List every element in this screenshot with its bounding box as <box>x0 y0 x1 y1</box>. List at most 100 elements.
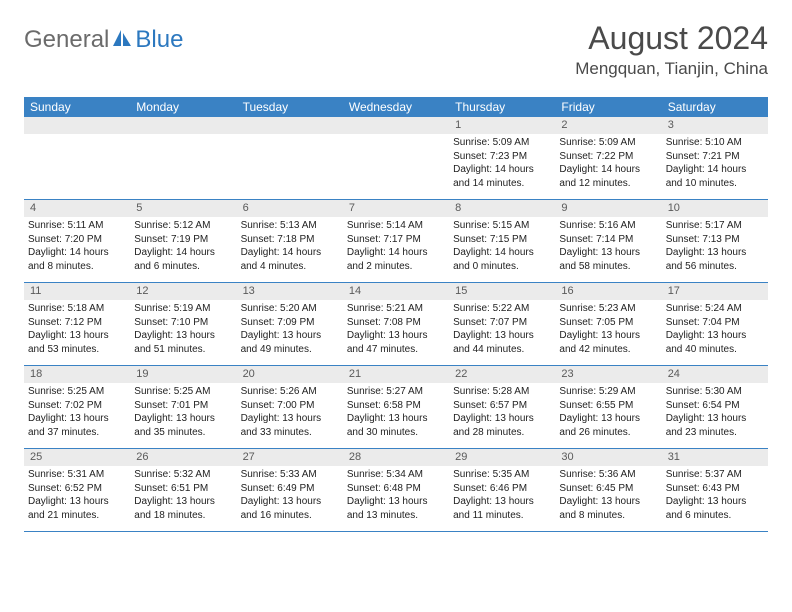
day-body: Sunrise: 5:19 AMSunset: 7:10 PMDaylight:… <box>130 300 236 360</box>
daylight-line: Daylight: 13 hours and 47 minutes. <box>347 329 445 356</box>
daylight-line: Daylight: 13 hours and 33 minutes. <box>241 412 339 439</box>
sunset-line: Sunset: 7:09 PM <box>241 316 339 330</box>
calendar: SundayMondayTuesdayWednesdayThursdayFrid… <box>24 97 768 532</box>
daylight-line: Daylight: 13 hours and 37 minutes. <box>28 412 126 439</box>
day-number: 17 <box>662 283 768 300</box>
day-body: Sunrise: 5:12 AMSunset: 7:19 PMDaylight:… <box>130 217 236 277</box>
daylight-line: Daylight: 14 hours and 8 minutes. <box>28 246 126 273</box>
daylight-line: Daylight: 13 hours and 35 minutes. <box>134 412 232 439</box>
day-cell: 22Sunrise: 5:28 AMSunset: 6:57 PMDayligh… <box>449 366 555 448</box>
day-number: 11 <box>24 283 130 300</box>
day-cell: 19Sunrise: 5:25 AMSunset: 7:01 PMDayligh… <box>130 366 236 448</box>
title-block: August 2024 Mengquan, Tianjin, China <box>575 20 768 79</box>
day-body: Sunrise: 5:15 AMSunset: 7:15 PMDaylight:… <box>449 217 555 277</box>
week-row: 4Sunrise: 5:11 AMSunset: 7:20 PMDaylight… <box>24 200 768 283</box>
day-number: 4 <box>24 200 130 217</box>
day-number: 13 <box>237 283 343 300</box>
day-number: 23 <box>555 366 661 383</box>
daylight-line: Daylight: 13 hours and 28 minutes. <box>453 412 551 439</box>
day-cell: 6Sunrise: 5:13 AMSunset: 7:18 PMDaylight… <box>237 200 343 282</box>
day-number: 31 <box>662 449 768 466</box>
day-body: Sunrise: 5:29 AMSunset: 6:55 PMDaylight:… <box>555 383 661 443</box>
sunset-line: Sunset: 7:12 PM <box>28 316 126 330</box>
sunset-line: Sunset: 7:13 PM <box>666 233 764 247</box>
week-row: 18Sunrise: 5:25 AMSunset: 7:02 PMDayligh… <box>24 366 768 449</box>
day-cell: 30Sunrise: 5:36 AMSunset: 6:45 PMDayligh… <box>555 449 661 531</box>
sunset-line: Sunset: 7:01 PM <box>134 399 232 413</box>
daylight-line: Daylight: 13 hours and 30 minutes. <box>347 412 445 439</box>
day-cell: 4Sunrise: 5:11 AMSunset: 7:20 PMDaylight… <box>24 200 130 282</box>
day-number: 30 <box>555 449 661 466</box>
daylight-line: Daylight: 13 hours and 13 minutes. <box>347 495 445 522</box>
sunrise-line: Sunrise: 5:25 AM <box>28 385 126 399</box>
sunset-line: Sunset: 7:21 PM <box>666 150 764 164</box>
daylight-line: Daylight: 13 hours and 51 minutes. <box>134 329 232 356</box>
day-cell: 15Sunrise: 5:22 AMSunset: 7:07 PMDayligh… <box>449 283 555 365</box>
sunrise-line: Sunrise: 5:26 AM <box>241 385 339 399</box>
day-cell <box>130 117 236 199</box>
day-cell: 10Sunrise: 5:17 AMSunset: 7:13 PMDayligh… <box>662 200 768 282</box>
day-number: 18 <box>24 366 130 383</box>
day-cell: 28Sunrise: 5:34 AMSunset: 6:48 PMDayligh… <box>343 449 449 531</box>
sunrise-line: Sunrise: 5:16 AM <box>559 219 657 233</box>
daylight-line: Daylight: 14 hours and 10 minutes. <box>666 163 764 190</box>
day-number <box>130 117 236 134</box>
sail-icon <box>111 28 133 53</box>
sunset-line: Sunset: 6:52 PM <box>28 482 126 496</box>
day-body: Sunrise: 5:09 AMSunset: 7:23 PMDaylight:… <box>449 134 555 194</box>
sunrise-line: Sunrise: 5:33 AM <box>241 468 339 482</box>
sunset-line: Sunset: 7:00 PM <box>241 399 339 413</box>
daylight-line: Daylight: 14 hours and 12 minutes. <box>559 163 657 190</box>
sunset-line: Sunset: 7:05 PM <box>559 316 657 330</box>
day-number: 8 <box>449 200 555 217</box>
day-cell: 11Sunrise: 5:18 AMSunset: 7:12 PMDayligh… <box>24 283 130 365</box>
day-cell: 1Sunrise: 5:09 AMSunset: 7:23 PMDaylight… <box>449 117 555 199</box>
day-body: Sunrise: 5:23 AMSunset: 7:05 PMDaylight:… <box>555 300 661 360</box>
day-cell: 23Sunrise: 5:29 AMSunset: 6:55 PMDayligh… <box>555 366 661 448</box>
sunrise-line: Sunrise: 5:09 AM <box>559 136 657 150</box>
sunset-line: Sunset: 6:45 PM <box>559 482 657 496</box>
day-body: Sunrise: 5:22 AMSunset: 7:07 PMDaylight:… <box>449 300 555 360</box>
sunrise-line: Sunrise: 5:10 AM <box>666 136 764 150</box>
daylight-line: Daylight: 13 hours and 11 minutes. <box>453 495 551 522</box>
day-number: 16 <box>555 283 661 300</box>
sunrise-line: Sunrise: 5:12 AM <box>134 219 232 233</box>
daylight-line: Daylight: 13 hours and 58 minutes. <box>559 246 657 273</box>
sunset-line: Sunset: 6:51 PM <box>134 482 232 496</box>
sunrise-line: Sunrise: 5:09 AM <box>453 136 551 150</box>
day-cell: 16Sunrise: 5:23 AMSunset: 7:05 PMDayligh… <box>555 283 661 365</box>
day-cell: 13Sunrise: 5:20 AMSunset: 7:09 PMDayligh… <box>237 283 343 365</box>
day-number: 24 <box>662 366 768 383</box>
day-number: 10 <box>662 200 768 217</box>
daylight-line: Daylight: 13 hours and 42 minutes. <box>559 329 657 356</box>
day-header: Friday <box>555 97 661 117</box>
day-cell: 12Sunrise: 5:19 AMSunset: 7:10 PMDayligh… <box>130 283 236 365</box>
week-row: 1Sunrise: 5:09 AMSunset: 7:23 PMDaylight… <box>24 117 768 200</box>
day-body: Sunrise: 5:37 AMSunset: 6:43 PMDaylight:… <box>662 466 768 526</box>
sunset-line: Sunset: 7:14 PM <box>559 233 657 247</box>
day-cell: 2Sunrise: 5:09 AMSunset: 7:22 PMDaylight… <box>555 117 661 199</box>
day-number: 14 <box>343 283 449 300</box>
day-body: Sunrise: 5:10 AMSunset: 7:21 PMDaylight:… <box>662 134 768 194</box>
sunset-line: Sunset: 6:55 PM <box>559 399 657 413</box>
sunset-line: Sunset: 7:19 PM <box>134 233 232 247</box>
month-title: August 2024 <box>575 20 768 57</box>
day-body: Sunrise: 5:25 AMSunset: 7:01 PMDaylight:… <box>130 383 236 443</box>
day-number <box>24 117 130 134</box>
sunrise-line: Sunrise: 5:11 AM <box>28 219 126 233</box>
logo: General Blue <box>24 26 183 54</box>
day-number: 6 <box>237 200 343 217</box>
day-cell: 8Sunrise: 5:15 AMSunset: 7:15 PMDaylight… <box>449 200 555 282</box>
day-cell: 21Sunrise: 5:27 AMSunset: 6:58 PMDayligh… <box>343 366 449 448</box>
daylight-line: Daylight: 14 hours and 0 minutes. <box>453 246 551 273</box>
day-number: 28 <box>343 449 449 466</box>
day-body: Sunrise: 5:20 AMSunset: 7:09 PMDaylight:… <box>237 300 343 360</box>
sunrise-line: Sunrise: 5:23 AM <box>559 302 657 316</box>
sunrise-line: Sunrise: 5:18 AM <box>28 302 126 316</box>
day-header: Thursday <box>449 97 555 117</box>
day-body: Sunrise: 5:36 AMSunset: 6:45 PMDaylight:… <box>555 466 661 526</box>
sunset-line: Sunset: 6:46 PM <box>453 482 551 496</box>
sunset-line: Sunset: 6:43 PM <box>666 482 764 496</box>
day-body: Sunrise: 5:14 AMSunset: 7:17 PMDaylight:… <box>343 217 449 277</box>
sunrise-line: Sunrise: 5:30 AM <box>666 385 764 399</box>
